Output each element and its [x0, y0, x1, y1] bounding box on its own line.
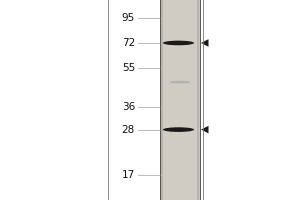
Polygon shape [201, 126, 208, 133]
Bar [160, 0, 163, 200]
Bar [197, 0, 200, 200]
Bar [108, 0, 202, 200]
Text: 36: 36 [122, 102, 135, 112]
Polygon shape [201, 39, 208, 47]
Bar [160, 0, 200, 200]
Text: 95: 95 [122, 13, 135, 23]
Text: 28: 28 [122, 125, 135, 135]
Text: 72: 72 [122, 38, 135, 48]
Text: 17: 17 [122, 170, 135, 180]
Text: 55: 55 [122, 63, 135, 73]
Ellipse shape [169, 81, 191, 83]
Ellipse shape [163, 41, 194, 45]
Ellipse shape [163, 127, 194, 132]
